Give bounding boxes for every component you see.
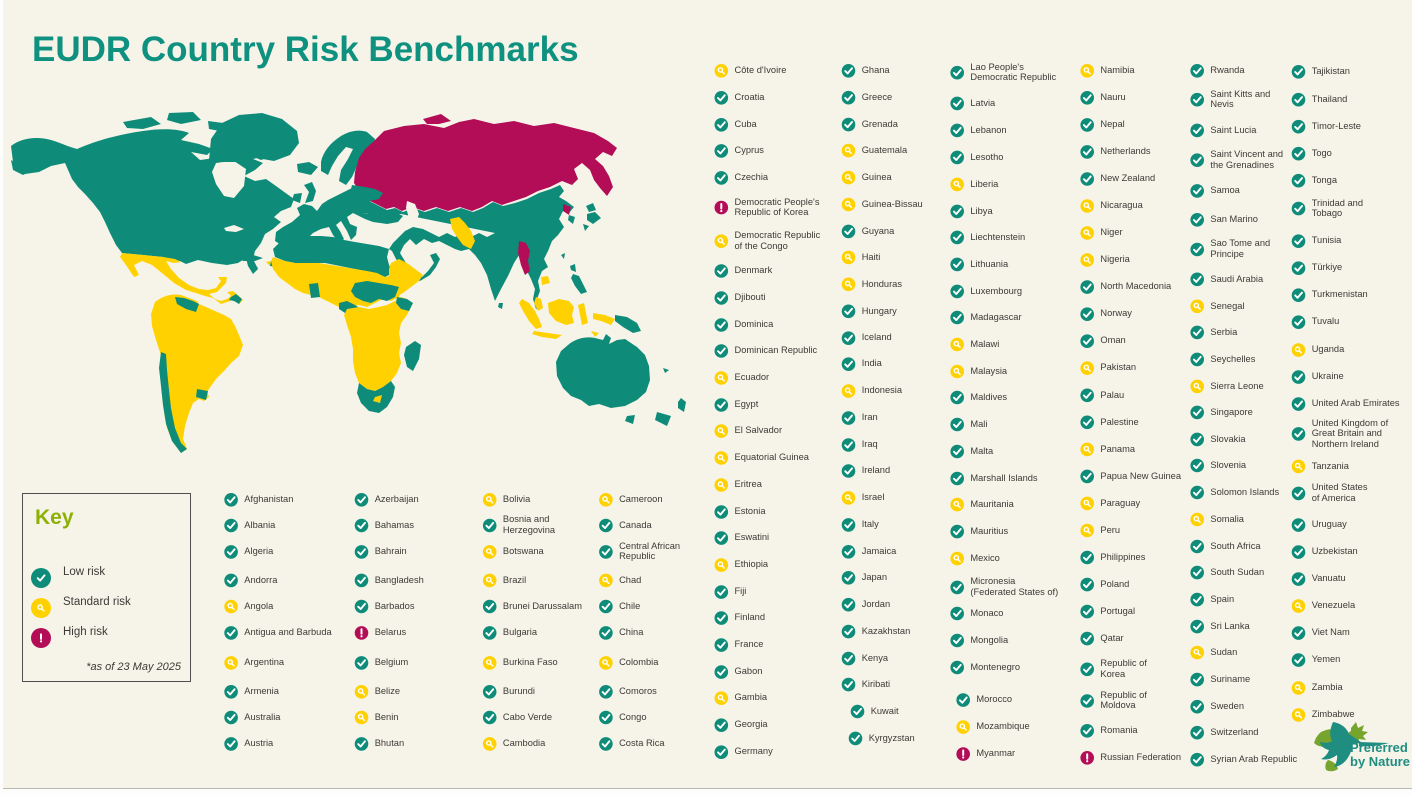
svg-text:Preferred: Preferred xyxy=(1350,740,1408,755)
svg-text:by Nature: by Nature xyxy=(1350,754,1410,769)
